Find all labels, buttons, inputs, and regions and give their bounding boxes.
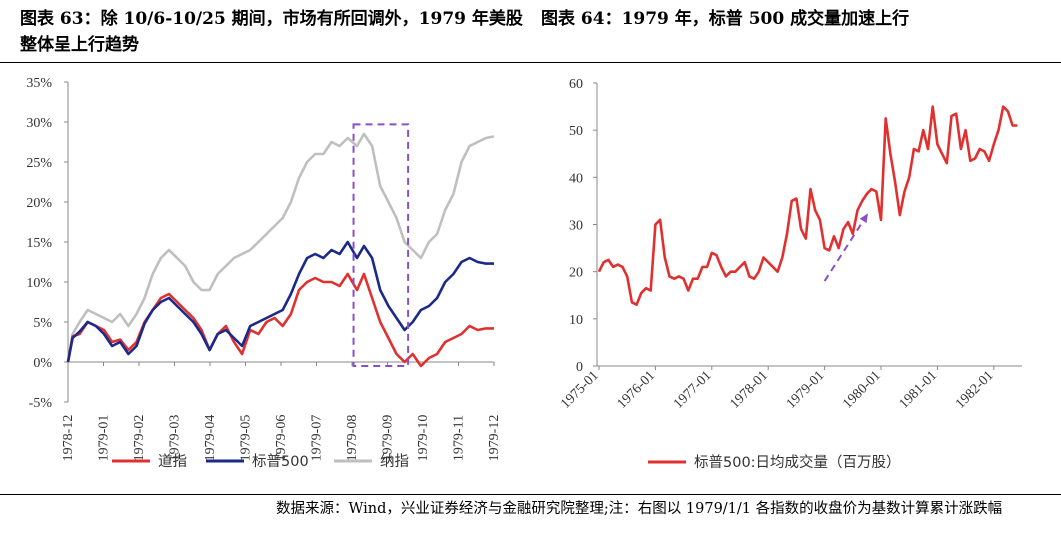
top-divider: [0, 62, 1061, 63]
left-x-tick-label: 1978-12: [61, 415, 76, 462]
right-y-tick-label: 10: [569, 313, 583, 328]
left-chart: 35% 30% 25% 20% 15% 10% 5% 0% -5% 1978-12 1979-01 1…: [26, 76, 502, 461]
right-x-tick-label: 1977-01: [671, 368, 715, 412]
left-series-dow-line: [66, 272, 494, 368]
left-x-tick-label: 1979-04: [203, 415, 218, 462]
left-chart-title: 图表 63：除 10/6-10/25 期间，市场有所回调外，1979 年美股整体…: [20, 9, 523, 55]
legend-label-dow: 道指: [158, 453, 187, 470]
left-y-tick-label: 25%: [26, 156, 52, 171]
right-legend: 标普500:日均成交量（百万股）: [648, 453, 901, 471]
trend-arrow: [823, 213, 868, 282]
right-x-tick-label: 1981-01: [897, 368, 941, 412]
right-series-volume-line: [597, 105, 1018, 307]
left-x-tick-label: 1979-02: [132, 415, 147, 462]
left-x-tick-label: 1979-07: [310, 415, 325, 462]
left-x-tick-label: 1979-09: [381, 415, 396, 462]
left-legend: 道指 标普500 纳指: [112, 453, 409, 470]
left-y-tick-label: 35%: [26, 76, 52, 91]
right-y-tick-label: 30: [569, 219, 583, 234]
right-y-tick-label: 20: [569, 266, 583, 281]
right-y-tick-label: 40: [569, 171, 583, 186]
left-y-tick-label: 10%: [26, 276, 52, 291]
left-x-tick-label: 1979-12: [487, 415, 502, 462]
left-x-tick-label: 1979-05: [239, 415, 254, 462]
left-x-tick-label: 1979-08: [345, 415, 360, 462]
left-y-tick-label: -5%: [29, 396, 53, 411]
legend-label-sp500: 标普500: [252, 453, 309, 470]
left-x-tick-label: 1979-01: [97, 415, 112, 462]
right-x-tick-label: 1980-01: [840, 368, 884, 412]
left-y-tick-label: 30%: [26, 116, 52, 131]
legend-label-nasdaq: 纳指: [380, 453, 409, 470]
left-y-tick-label: 5%: [33, 316, 52, 331]
right-x-tick-label: 1979-01: [784, 368, 828, 412]
bottom-divider: [0, 494, 1061, 495]
right-x-tick-label: 1976-01: [615, 368, 659, 412]
correction-highlight-box: [352, 123, 410, 368]
left-x-tick-label: 1979-11: [452, 415, 467, 461]
left-x-tick-label: 1979-03: [168, 415, 183, 462]
left-y-tick-label: 20%: [26, 196, 52, 211]
right-chart-title: 图表 64：1979 年，标普 500 成交量加速上行: [541, 9, 910, 29]
left-x-tick-label: 1979-06: [274, 415, 289, 462]
footnote: 数据来源：Wind，兴业证券经济与金融研究院整理;注：右图以 1979/1/1 …: [276, 501, 1003, 517]
right-y-tick-label: 50: [569, 124, 583, 139]
right-x-tick-label: 1978-01: [727, 368, 771, 412]
right-y-tick-label: 0: [576, 360, 583, 375]
right-y-tick-label: 60: [569, 77, 583, 92]
left-y-tick-label: 0%: [33, 356, 52, 371]
left-series-nasdaq-line: [66, 132, 495, 363]
left-x-tick-label: 1979-10: [416, 415, 431, 462]
legend-label-volume: 标普500:日均成交量（百万股）: [694, 453, 901, 471]
left-y-tick-label: 15%: [26, 236, 52, 251]
right-x-tick-label: 1982-01: [953, 368, 997, 412]
left-series-sp500-line: [66, 240, 494, 363]
